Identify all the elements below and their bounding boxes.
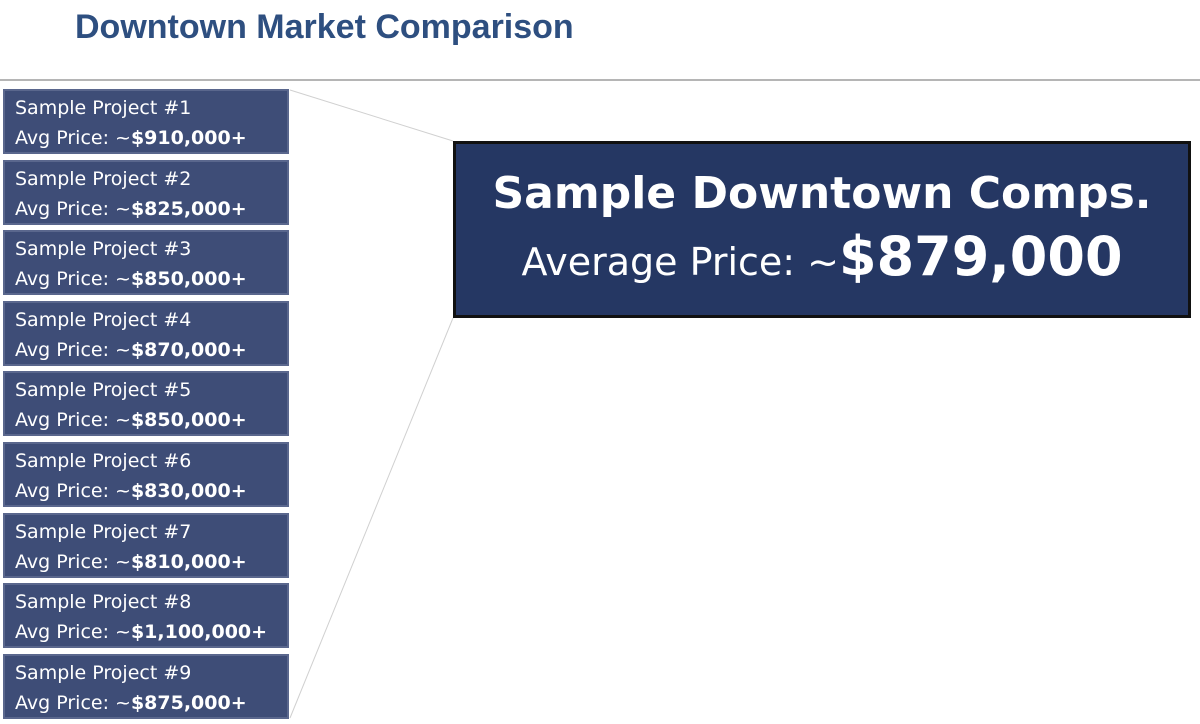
project-name: Sample Project #1	[15, 97, 192, 119]
project-card: Sample Project #7 Avg Price: ~$810,000+	[3, 512, 289, 578]
project-name: Sample Project #2	[15, 167, 192, 190]
project-card: Sample Project #9 Avg Price: ~$875,000+	[3, 653, 289, 719]
project-card: Sample Project #6 Avg Price: ~$830,000+	[3, 442, 289, 507]
connector-line	[289, 89, 454, 142]
project-card: Sample Project #2 Avg Price: ~$825,000+	[3, 159, 289, 225]
project-price: $810,000+	[130, 550, 247, 573]
project-name: Sample Project #9	[15, 661, 192, 684]
connector-line	[289, 317, 454, 719]
project-price: $850,000+	[130, 268, 247, 291]
project-name: Sample Project #7	[15, 520, 192, 543]
project-price-line: Avg Price: ~$875,000+	[15, 688, 287, 718]
project-card: Sample Project #8 Avg Price: ~$1,100,000+	[3, 583, 289, 649]
summary-box: Sample Downtown Comps. Average Price: ~$…	[453, 141, 1191, 318]
project-price-label: Avg Price: ~	[15, 691, 131, 714]
project-price-label: Avg Price: ~	[15, 550, 131, 573]
project-price-line: Avg Price: ~$910,000+	[15, 123, 287, 153]
project-price: $870,000+	[130, 338, 247, 361]
project-card: Sample Project #1 Avg Price: ~$910,000+	[3, 89, 289, 154]
project-price: $825,000+	[130, 197, 247, 220]
project-price-line: Avg Price: ~$810,000+	[15, 547, 287, 577]
project-price-label: Avg Price: ~	[15, 268, 131, 291]
summary-price: $879,000	[839, 225, 1123, 288]
project-price: $1,100,000+	[130, 621, 268, 644]
project-name: Sample Project #4	[15, 308, 192, 331]
summary-price-line: Average Price: ~$879,000	[456, 222, 1188, 297]
project-card: Sample Project #3 Avg Price: ~$850,000+	[3, 230, 289, 296]
slide-title: Downtown Market Comparison	[75, 8, 574, 46]
divider	[0, 79, 1200, 81]
project-price-label: Avg Price: ~	[15, 480, 131, 502]
project-price-label: Avg Price: ~	[15, 338, 131, 361]
project-name: Sample Project #3	[15, 238, 192, 261]
project-price: $875,000+	[130, 691, 247, 714]
project-price-label: Avg Price: ~	[15, 197, 131, 220]
project-price-label: Avg Price: ~	[15, 409, 131, 432]
project-name: Sample Project #5	[15, 379, 192, 402]
project-price: $850,000+	[130, 409, 247, 432]
project-name: Sample Project #8	[15, 591, 192, 614]
summary-title: Sample Downtown Comps.	[492, 168, 1152, 219]
project-price-line: Avg Price: ~$1,100,000+	[15, 617, 287, 647]
project-price-line: Avg Price: ~$870,000+	[15, 335, 287, 365]
project-price: $910,000+	[130, 127, 247, 149]
project-card: Sample Project #4 Avg Price: ~$870,000+	[3, 300, 289, 366]
project-price-label: Avg Price: ~	[15, 127, 131, 149]
project-name: Sample Project #6	[15, 450, 192, 472]
project-price: $830,000+	[130, 480, 247, 502]
project-price-line: Avg Price: ~$850,000+	[15, 405, 287, 435]
project-card: Sample Project #5 Avg Price: ~$850,000+	[3, 371, 289, 437]
project-price-line: Avg Price: ~$850,000+	[15, 264, 287, 294]
project-price-label: Avg Price: ~	[15, 621, 131, 644]
project-price-line: Avg Price: ~$830,000+	[15, 476, 287, 506]
project-price-line: Avg Price: ~$825,000+	[15, 194, 287, 224]
summary-price-label: Average Price: ~	[521, 240, 839, 284]
